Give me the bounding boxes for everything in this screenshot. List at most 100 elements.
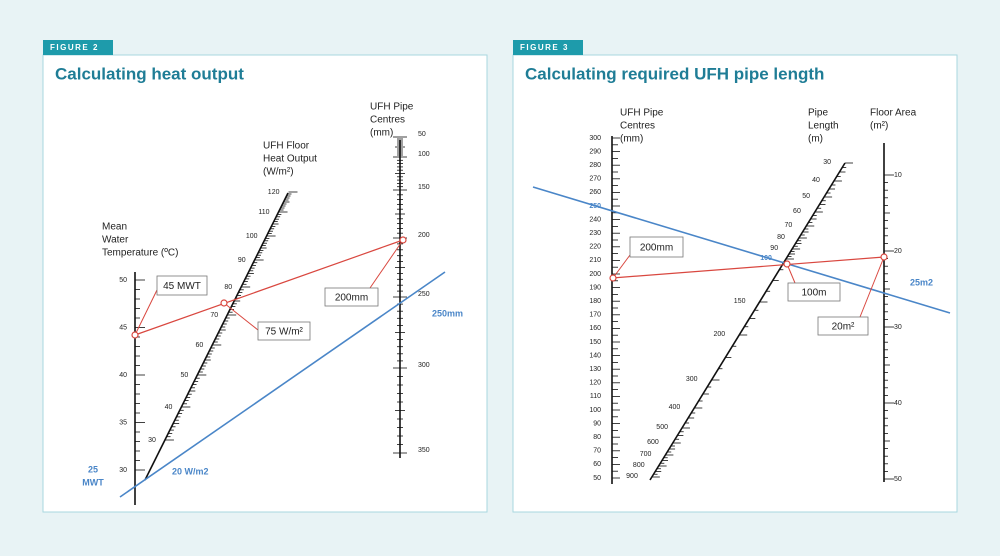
- tick-label: 120: [268, 189, 280, 196]
- callout-label: 45 MWT: [163, 281, 201, 292]
- callout-box: [629, 236, 684, 258]
- callout-box: [156, 275, 208, 296]
- tick-label: 40: [894, 400, 902, 407]
- tick-label: 600: [647, 439, 659, 446]
- scale-heading: (mm): [620, 134, 643, 145]
- callout-connector: [223, 302, 259, 331]
- tick-label: 300: [589, 135, 601, 142]
- tick-label: 290: [589, 148, 601, 155]
- blue-note: MWT: [82, 477, 104, 487]
- blue-note: 20 W/m2: [172, 466, 209, 476]
- callout-connector: [612, 254, 631, 279]
- callout-box: [257, 321, 311, 341]
- tick-label: 900: [626, 473, 638, 480]
- scale-heading: Centres: [620, 121, 655, 132]
- tick-label: 230: [589, 230, 601, 237]
- tick-label: 30: [894, 324, 902, 331]
- scale-heading: Temperature (ºC): [102, 248, 178, 259]
- tick-label: 400: [669, 404, 681, 411]
- scale-heading: Length: [808, 121, 839, 132]
- tick-label: 100: [589, 407, 601, 414]
- callout-label: 20m²: [832, 322, 855, 333]
- figure-title: Calculating required UFH pipe length: [525, 64, 824, 83]
- tick-label: 30: [823, 159, 831, 166]
- tick-label: 300: [686, 376, 698, 383]
- tick-label: 35: [119, 419, 127, 426]
- reading-point: [131, 331, 139, 339]
- scale-heading: (W/m²): [263, 167, 294, 178]
- tick-label: 700: [640, 451, 652, 458]
- tick-label: 50: [802, 193, 810, 200]
- tick-label: 60: [195, 342, 203, 349]
- tick-label: 100: [418, 151, 430, 158]
- blue-note: 25m2: [910, 277, 933, 287]
- tick-label: 800: [633, 462, 645, 469]
- tick-label: 60: [593, 461, 601, 468]
- callout-connector: [134, 289, 158, 336]
- tick-label: 60: [793, 208, 801, 215]
- tick-label: 80: [224, 284, 232, 291]
- tick-label: 40: [165, 404, 173, 411]
- tick-label: 80: [777, 234, 785, 241]
- tick-label: 270: [589, 176, 601, 183]
- reading-point: [399, 236, 407, 244]
- blue-note: 250mm: [432, 308, 463, 318]
- tick-label: 210: [589, 257, 601, 264]
- tick-label: 70: [210, 312, 218, 319]
- tick-label: 220: [589, 244, 601, 251]
- panel: [42, 54, 488, 513]
- tick-label: 50: [418, 131, 426, 138]
- scale-heading: UFH Floor: [263, 141, 310, 152]
- tick-label: 160: [589, 325, 601, 332]
- scale-heading: Water: [102, 235, 129, 246]
- blue-note: 25: [88, 464, 98, 474]
- blue-line: [532, 186, 951, 314]
- reading-point: [220, 299, 228, 307]
- tick-label: 500: [656, 424, 668, 431]
- tick-label: 240: [589, 216, 601, 223]
- reading-point: [880, 253, 888, 261]
- red-line: [134, 239, 404, 336]
- callout-box: [787, 282, 841, 302]
- tick-label: 40: [812, 177, 820, 184]
- tick-label: 180: [589, 298, 601, 305]
- tick-label: 140: [589, 352, 601, 359]
- callout-box: [817, 316, 869, 336]
- scale-heading: (mm): [370, 128, 393, 139]
- tick-label: 90: [593, 420, 601, 427]
- reading-point: [609, 274, 617, 282]
- tick-label: 200: [714, 331, 726, 338]
- scale-axis: [649, 162, 846, 481]
- tick-label: 50: [894, 476, 902, 483]
- figure-title: Calculating heat output: [55, 64, 244, 83]
- tick-label: 50: [181, 372, 189, 379]
- callout-label: 100m: [801, 288, 826, 299]
- tick-label: 40: [119, 372, 127, 379]
- tick-label: 150: [418, 184, 430, 191]
- scale-heading: UFH Pipe: [620, 108, 664, 119]
- tick-label: 50: [119, 277, 127, 284]
- scale-heading: (m): [808, 134, 823, 145]
- tick-label: 200: [418, 232, 430, 239]
- tick-label: 250: [418, 291, 430, 298]
- tick-label: 260: [589, 189, 601, 196]
- blue-line: [119, 271, 446, 498]
- callout-label: 200mm: [335, 293, 368, 304]
- tick-label: 170: [589, 312, 601, 319]
- scale-heading: Pipe: [808, 108, 828, 119]
- tick-label: 100: [246, 233, 258, 240]
- callout-connector: [369, 239, 404, 289]
- tick-label: 150: [589, 339, 601, 346]
- figure-tag: FIGURE 2: [50, 43, 99, 52]
- callout-connector: [859, 256, 885, 318]
- tick-label: 110: [590, 393, 601, 400]
- tick-label: 280: [589, 162, 601, 169]
- tick-label: 350: [418, 447, 430, 454]
- figure-tag: FIGURE 3: [520, 43, 569, 52]
- tick-label: 90: [238, 257, 246, 264]
- figure-tab: [513, 40, 583, 55]
- tick-label: 30: [148, 437, 156, 444]
- tick-label: 10: [894, 172, 902, 179]
- red-line: [611, 256, 885, 279]
